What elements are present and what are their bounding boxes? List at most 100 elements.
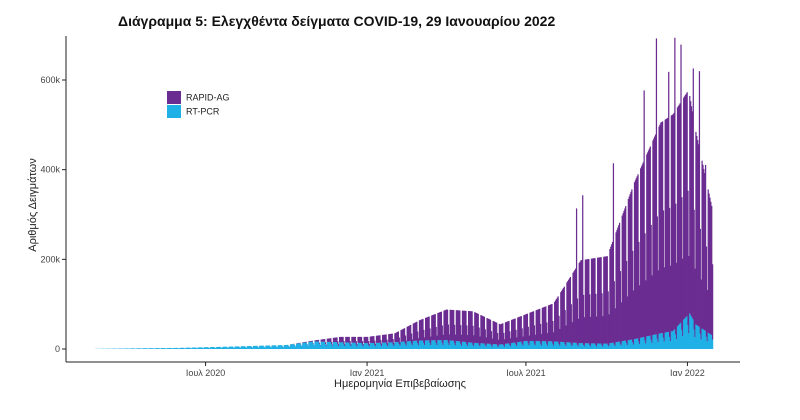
bar-rt-pcr — [212, 347, 214, 349]
bar-rt-pcr — [566, 342, 568, 349]
bar-rapid-ag — [310, 340, 313, 342]
bar-rt-pcr — [307, 345, 309, 349]
bar-rt-pcr — [366, 343, 368, 349]
bar-rapid-ag — [541, 307, 543, 342]
bar-rt-pcr — [582, 344, 585, 349]
bar-rapid-ag — [525, 314, 527, 342]
bar-rt-pcr — [224, 346, 227, 349]
bar-rapid-ag — [455, 310, 457, 342]
bar-rt-pcr — [145, 348, 147, 349]
bar-rt-pcr — [216, 346, 218, 349]
bar-rapid-ag — [353, 336, 355, 343]
bar-rapid-ag — [391, 333, 393, 343]
bar-rt-pcr — [513, 342, 515, 349]
bar-rapid-ag — [356, 344, 358, 347]
bar-rt-pcr — [526, 340, 529, 349]
bar-rt-pcr — [538, 341, 540, 349]
bar-rt-pcr — [446, 340, 449, 349]
bar-rapid-ag — [440, 311, 443, 341]
bar-rapid-ag — [659, 124, 661, 334]
bar-rt-pcr — [494, 344, 496, 349]
bar-rapid-ag — [561, 289, 564, 342]
bar-rapid-ag — [477, 313, 479, 344]
bar-rapid-ag — [638, 241, 640, 342]
x-tick-label: Ιουλ 2020 — [186, 368, 225, 378]
bar-rapid-ag — [345, 336, 347, 343]
bar-rt-pcr — [507, 343, 509, 349]
bar-rapid-ag — [562, 288, 565, 343]
bar-rt-pcr — [300, 344, 302, 349]
bar-rapid-ag — [344, 344, 346, 347]
bar-rapid-ag — [486, 318, 488, 344]
bar-rapid-ag — [413, 323, 415, 341]
bar-rapid-ag — [433, 314, 436, 341]
bar-rapid-ag — [502, 323, 504, 345]
bar-rapid-ag — [568, 278, 571, 343]
bar-rt-pcr — [564, 344, 566, 349]
bar-rapid-ag — [446, 309, 449, 341]
bar-rt-pcr — [136, 348, 138, 349]
bar-rt-pcr — [138, 348, 140, 349]
bar-rt-pcr — [614, 345, 616, 349]
bar-rapid-ag — [432, 314, 435, 341]
bar-rt-pcr — [313, 345, 315, 349]
bar-rt-pcr — [219, 346, 221, 349]
bar-rapid-ag — [597, 257, 599, 344]
bar-rt-pcr — [652, 335, 654, 349]
bar-rt-pcr — [629, 339, 631, 349]
bar-rt-pcr — [167, 348, 170, 349]
bar-rt-pcr — [603, 343, 605, 349]
bar-rapid-ag — [450, 309, 452, 341]
bar-rt-pcr — [449, 340, 451, 349]
bar-rt-pcr — [680, 322, 682, 349]
bar-rt-pcr — [258, 347, 260, 349]
bar-rapid-ag — [338, 344, 340, 346]
bar-rt-pcr — [346, 342, 349, 349]
bar-rt-pcr — [485, 346, 487, 349]
bar-rapid-ag — [363, 336, 365, 344]
bar-rt-pcr — [549, 341, 551, 349]
bar-rt-pcr — [362, 346, 364, 349]
bar-rt-pcr — [272, 345, 274, 349]
bar-rapid-ag — [505, 321, 507, 344]
bar-rapid-ag — [579, 261, 581, 344]
bar-rt-pcr — [229, 346, 231, 349]
bar-rt-pcr — [404, 343, 407, 349]
bar-rapid-ag — [346, 336, 348, 343]
bar-rapid-ag — [447, 324, 450, 343]
bar-rapid-ag — [565, 325, 567, 346]
bar-rt-pcr — [152, 348, 155, 349]
bar-rapid-ag — [504, 322, 507, 344]
bar-rt-pcr — [165, 348, 167, 349]
bar-rt-pcr — [468, 342, 470, 349]
bar-rt-pcr — [148, 348, 150, 349]
bar-rapid-ag — [496, 322, 498, 345]
bar-rt-pcr — [615, 342, 617, 349]
bar-rt-pcr — [605, 343, 608, 349]
bar-rt-pcr — [375, 342, 378, 349]
bar-rapid-ag — [317, 340, 319, 342]
bar-rapid-ag — [330, 338, 332, 342]
bar-rt-pcr — [351, 342, 353, 349]
bar-rapid-ag — [432, 315, 434, 341]
bar-rapid-ag — [489, 319, 492, 344]
bar-rapid-ag — [503, 332, 505, 346]
bar-rapid-ag — [643, 90, 645, 337]
bar-rt-pcr — [378, 342, 380, 349]
bar-rt-pcr — [226, 347, 228, 349]
bar-rt-pcr — [294, 345, 296, 349]
bar-rt-pcr — [367, 344, 370, 349]
bar-rt-pcr — [506, 343, 508, 349]
bar-rt-pcr — [276, 347, 278, 349]
bar-rt-pcr — [279, 345, 281, 349]
bar-rapid-ag — [698, 71, 701, 327]
bar-rt-pcr — [415, 340, 417, 349]
bar-rt-pcr — [145, 348, 148, 349]
bar-rapid-ag — [318, 342, 321, 344]
bar-rapid-ag — [329, 338, 331, 342]
bar-rapid-ag — [302, 342, 304, 343]
bar-rt-pcr — [190, 348, 192, 349]
bar-rt-pcr — [474, 342, 476, 349]
bar-rt-pcr — [268, 345, 271, 349]
bar-rapid-ag — [326, 338, 328, 342]
